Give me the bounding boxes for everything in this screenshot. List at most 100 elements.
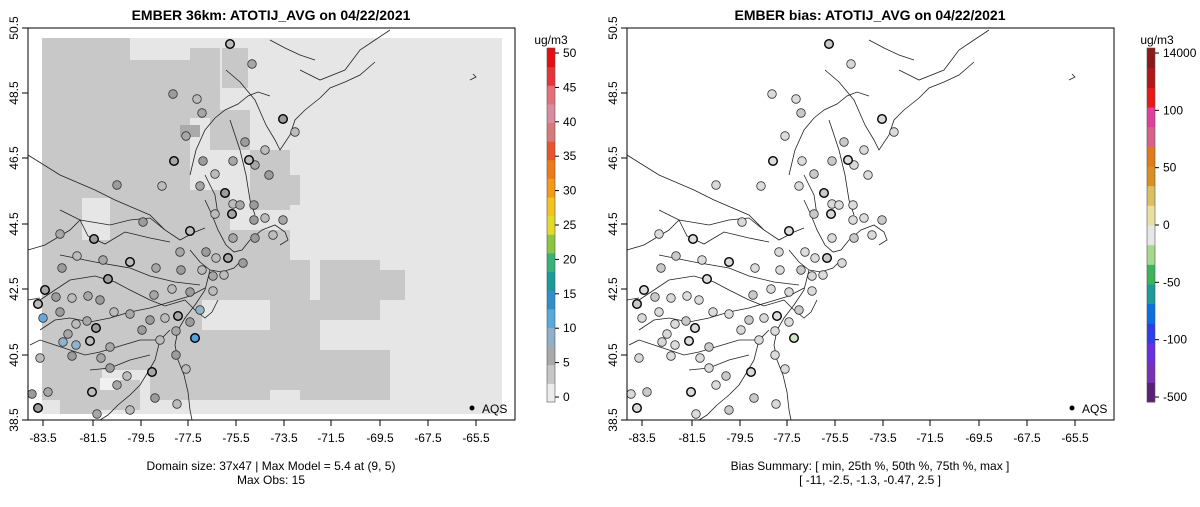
y-tick-label: 46.5: [606, 146, 620, 170]
colorbar-tick-label: -500: [1163, 390, 1187, 404]
aqs-site-marker: [626, 389, 636, 399]
aqs-site-marker: [859, 145, 869, 155]
aqs-site-marker: [819, 187, 830, 198]
left-colorbar: 0 5 10 15 20 25 30 35 40 45 50: [546, 46, 577, 404]
aqs-site-marker: [694, 295, 704, 305]
aqs-site-marker: [775, 265, 785, 275]
colorbar-tick-label: 30: [563, 184, 577, 198]
aqs-site-marker: [684, 336, 695, 347]
colorbar-swatch: [547, 308, 555, 328]
aqs-site-marker: [807, 271, 817, 281]
aqs-site-marker: [210, 209, 220, 219]
aqs-site-marker: [822, 252, 833, 263]
colorbar-swatch: [1147, 303, 1155, 324]
aqs-site-marker: [754, 335, 764, 345]
aqs-site-marker: [197, 108, 207, 118]
aqs-site-marker: [224, 39, 235, 50]
right-caption-line1: Bias Summary: [ min, 25th %, 50th %, 75t…: [731, 459, 1010, 473]
aqs-site-marker: [690, 323, 701, 334]
aqs-site-marker: [112, 380, 122, 390]
colorbar-swatch: [1147, 67, 1155, 88]
aqs-site-marker: [211, 253, 221, 263]
colorbar-swatch: [1147, 225, 1155, 246]
y-tick-label: 44.5: [7, 212, 21, 236]
aqs-site-marker: [240, 137, 250, 147]
aqs-site-marker: [796, 265, 806, 275]
right-map-panel: EMBER bias: ATOTIJ_AVG on 04/22/2021 -83…: [606, 7, 1197, 487]
aqs-site-marker: [827, 156, 837, 166]
aqs-site-marker: [192, 94, 202, 104]
aqs-site-marker: [670, 340, 680, 350]
colorbar-swatch: [547, 159, 555, 179]
aqs-site-marker: [702, 274, 713, 285]
aqs-site-marker: [137, 325, 147, 335]
aqs-site-marker: [666, 293, 676, 303]
right-map-title: EMBER bias: ATOTIJ_AVG on 04/22/2021: [734, 7, 1005, 23]
aqs-site-marker: [201, 247, 211, 257]
x-tick-label: -69.5: [366, 431, 394, 445]
left-map-panel: EMBER 36km: ATOTIJ_AVG on 04/22/2021 -83…: [7, 7, 577, 487]
colorbar-swatch: [1147, 244, 1155, 265]
colorbar-tick-label: 50: [563, 46, 577, 60]
geography-outline: [628, 329, 770, 356]
aqs-site-marker: [160, 313, 170, 323]
aqs-site-marker: [197, 265, 207, 275]
aqs-site-marker: [268, 230, 278, 240]
aqs-site-marker: [770, 326, 780, 336]
aqs-site-marker: [634, 353, 644, 363]
aqs-site-marker: [278, 113, 289, 124]
aqs-site-marker: [818, 270, 828, 280]
aqs-site-marker: [67, 293, 77, 303]
geography-outline: [184, 299, 219, 319]
aqs-site-marker: [249, 215, 259, 225]
aqs-site-marker: [172, 399, 182, 409]
aqs-site-marker: [766, 284, 776, 294]
aqs-site-marker: [222, 252, 233, 263]
aqs-site-marker: [650, 292, 660, 302]
right-caption-line2: [ -11, -2.5, -1.3, -0.47, 2.5 ]: [799, 473, 941, 487]
geography-outline: [59, 209, 166, 231]
y-tick-label: 44.5: [606, 212, 620, 236]
aqs-site-marker: [27, 389, 37, 399]
aqs-site-marker: [642, 387, 652, 397]
aqs-site-marker: [195, 305, 205, 315]
aqs-site-marker: [834, 200, 844, 210]
aqs-site-marker: [290, 127, 300, 137]
aqs-site-marker: [767, 89, 777, 99]
left-map-title: EMBER 36km: ATOTIJ_AVG on 04/22/2021: [132, 7, 411, 23]
aqs-site-marker: [96, 353, 106, 363]
aqs-site-marker: [260, 213, 270, 223]
aqs-site-marker: [72, 251, 82, 261]
geography-outline: [299, 29, 391, 81]
colorbar-swatch: [1147, 87, 1155, 108]
aqs-site-marker: [98, 255, 108, 265]
aqs-site-marker: [744, 315, 754, 325]
left-geography-outlines: [27, 29, 477, 421]
aqs-site-marker: [181, 131, 191, 141]
aqs-site-marker: [681, 316, 691, 326]
aqs-site-marker: [867, 230, 877, 240]
aqs-site-marker: [88, 233, 99, 244]
colorbar-swatch: [547, 85, 555, 105]
aqs-site-marker: [859, 213, 869, 223]
aqs-site-marker: [704, 342, 714, 352]
aqs-site-marker: [58, 337, 68, 347]
y-tick-label: 50.5: [7, 16, 21, 40]
aqs-site-marker: [264, 170, 274, 180]
y-tick-label: 46.5: [7, 146, 21, 170]
aqs-site-marker: [794, 305, 804, 315]
aqs-site-marker: [33, 299, 44, 310]
colorbar-swatch: [1147, 185, 1155, 206]
aqs-site-marker: [83, 291, 93, 301]
aqs-site-marker: [632, 299, 643, 310]
aqs-site-marker: [826, 208, 837, 219]
aqs-site-marker: [695, 353, 705, 363]
aqs-site-marker: [35, 353, 45, 363]
aqs-site-marker: [210, 169, 220, 179]
aqs-site-marker: [82, 316, 92, 326]
colorbar-swatch: [1147, 126, 1155, 147]
geography-outline: [89, 354, 151, 371]
aqs-site-marker: [181, 364, 191, 374]
aqs-site-marker: [278, 215, 288, 225]
aqs-site-marker: [57, 263, 67, 273]
